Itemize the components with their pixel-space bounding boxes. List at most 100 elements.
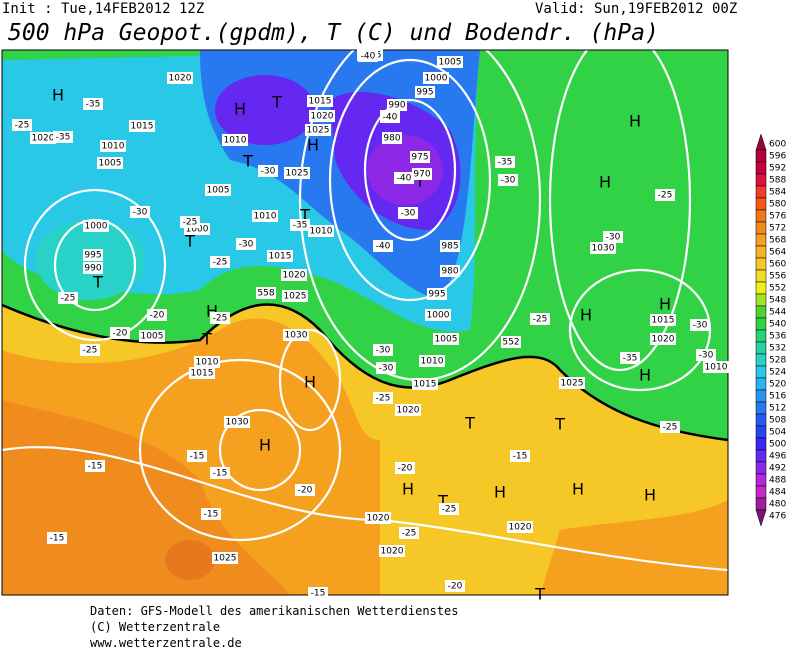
- colorbar-label: 484: [769, 488, 786, 498]
- contour-label: 980: [383, 134, 400, 144]
- contour-label: -25: [61, 294, 76, 304]
- contour-label: 1010: [254, 212, 277, 222]
- label-box: [379, 545, 405, 557]
- contour-label: 1015: [414, 380, 437, 390]
- label-box: [210, 467, 230, 479]
- colorbar-box: [755, 185, 767, 199]
- label-box: [507, 521, 533, 533]
- contour-label: -30: [606, 233, 621, 243]
- contour-label: -15: [190, 452, 205, 462]
- footer-line: Daten: GFS-Modell des amerikanischen Wet…: [90, 604, 458, 618]
- contour-label: 1010: [310, 227, 333, 237]
- label-box: [97, 157, 123, 169]
- colorbar-label: 488: [769, 476, 786, 486]
- label-box: [696, 349, 716, 361]
- label-box: [309, 110, 335, 122]
- label-box: [189, 367, 215, 379]
- colorbar-box: [755, 281, 767, 295]
- label-box: [373, 344, 393, 356]
- contour-label: -35: [498, 158, 513, 168]
- label-box: [394, 172, 414, 184]
- colorbar-box: [755, 329, 767, 343]
- contour-label: 1010: [705, 363, 728, 373]
- contour-label: -20: [150, 311, 165, 321]
- contour-label: 995: [428, 290, 445, 300]
- pressure-center: T: [92, 273, 103, 292]
- colorbar-label: 504: [769, 428, 786, 438]
- label-box: [425, 309, 451, 321]
- contour-label: -30: [239, 240, 254, 250]
- label-box: [283, 329, 309, 341]
- label-box: [53, 131, 73, 143]
- contour-label: -20: [113, 329, 128, 339]
- pressure-center: H: [659, 295, 671, 314]
- contour-label: -30: [133, 208, 148, 218]
- colorbar-label: 500: [769, 440, 786, 450]
- contour-label: -30: [699, 351, 714, 361]
- colorbar-label: 524: [769, 368, 786, 378]
- label-box: [256, 287, 276, 299]
- contour-label: 1005: [99, 159, 122, 169]
- label-box: [603, 231, 623, 243]
- colorbar-box: [755, 353, 767, 367]
- contour-label: -15: [50, 534, 65, 544]
- contour-label: 1030: [592, 244, 615, 254]
- label-box: [282, 290, 308, 302]
- contour-label: 1020: [381, 547, 404, 557]
- label-box: [205, 184, 231, 196]
- pressure-center: H: [639, 366, 651, 385]
- contour-label: 1015: [269, 252, 292, 262]
- colorbar-box: [755, 425, 767, 439]
- contour-label: 552: [502, 338, 519, 348]
- colorbar-box: [755, 401, 767, 415]
- contour-label: -25: [533, 315, 548, 325]
- pressure-center: T: [554, 415, 565, 434]
- colorbar-label: 556: [769, 272, 786, 282]
- label-box: [83, 249, 103, 261]
- pressure-center: H: [644, 486, 656, 505]
- pressure-center: H: [52, 86, 64, 105]
- label-box: [212, 552, 238, 564]
- colorbar-box: [755, 377, 767, 391]
- contour-label: 1025: [284, 292, 307, 302]
- contour-label: -25: [376, 394, 391, 404]
- contour-label: 1015: [131, 122, 154, 132]
- colorbar-label: 568: [769, 236, 786, 246]
- label-box: [308, 225, 334, 237]
- label-box: [284, 167, 310, 179]
- contour-label: -20: [298, 486, 313, 496]
- contour-label: 1005: [439, 58, 462, 68]
- colorbar-box: [755, 473, 767, 487]
- colorbar-label: 572: [769, 224, 786, 234]
- colorbar-label: 512: [769, 404, 786, 414]
- footer-line: (C) Wetterzentrale: [90, 620, 220, 634]
- colorbar-label: 508: [769, 416, 786, 426]
- label-box: [510, 450, 530, 462]
- contour-label: -25: [663, 423, 678, 433]
- contour-label: -35: [56, 133, 71, 143]
- colorbar-box: [755, 149, 767, 163]
- label-box: [395, 462, 415, 474]
- label-box: [440, 240, 460, 252]
- colorbar-label: 528: [769, 356, 786, 366]
- contour-label: 995: [84, 251, 101, 261]
- label-box: [559, 377, 585, 389]
- label-box: [440, 265, 460, 277]
- colorbar-box: [755, 293, 767, 307]
- label-box: [373, 392, 393, 404]
- colorbar-box: [755, 173, 767, 187]
- label-box: [620, 352, 640, 364]
- label-box: [100, 140, 126, 152]
- label-box: [590, 242, 616, 254]
- pressure-center: T: [271, 93, 282, 112]
- colorbar-label: 560: [769, 260, 786, 270]
- contour-label: 1020: [169, 74, 192, 84]
- label-box: [236, 238, 256, 250]
- contour-label: 1000: [186, 225, 209, 235]
- contour-label: 1005: [435, 335, 458, 345]
- contour-label: 990: [84, 264, 101, 274]
- colorbar-label: 492: [769, 464, 786, 474]
- colorbar-box: [755, 209, 767, 223]
- contour-label: 975: [411, 153, 428, 163]
- label-box: [412, 168, 432, 180]
